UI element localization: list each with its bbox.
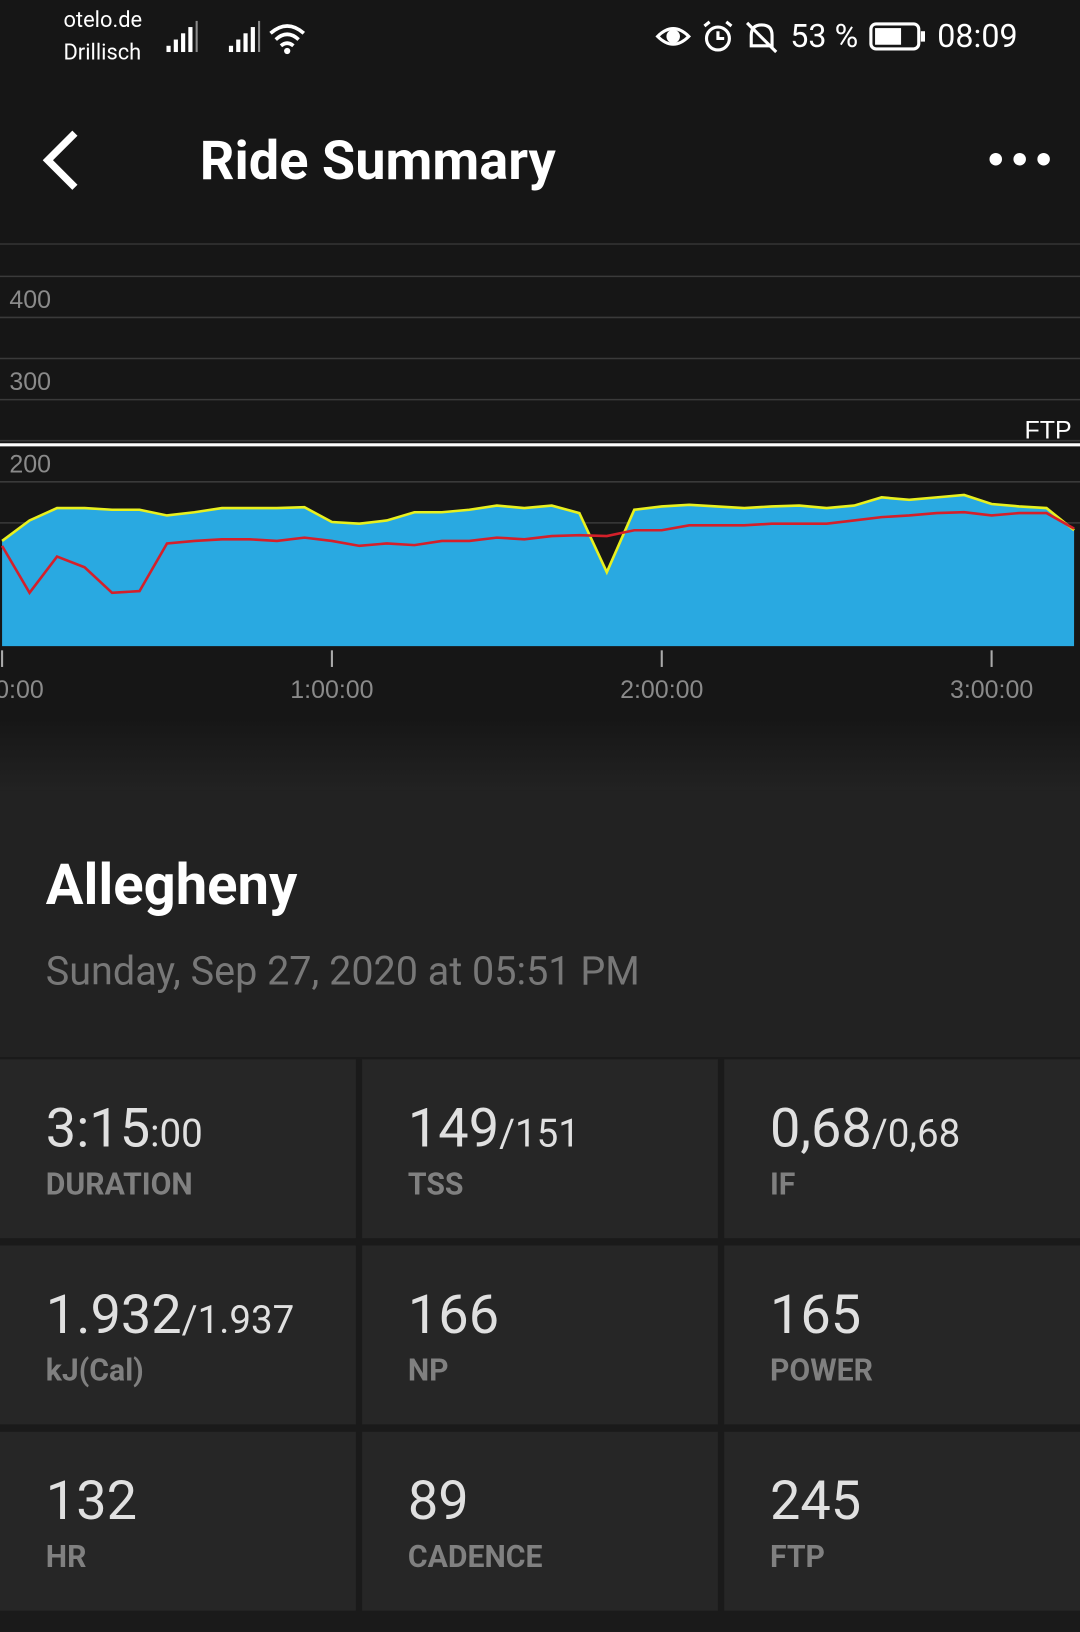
y-tick-label: 300 bbox=[9, 368, 51, 396]
stat-secondary: /151 bbox=[499, 1112, 580, 1158]
stat-value: 149/151 bbox=[408, 1097, 580, 1160]
stat-label: TSS bbox=[407, 1167, 464, 1203]
stat-value: 89 bbox=[408, 1469, 469, 1532]
carrier: otelo.de bbox=[63, 8, 143, 34]
clock: 08:09 bbox=[937, 16, 1018, 56]
power-chart: 200 300 400 FTP 0:00:00 1:00:00 2:00:00 3:00:00 bbox=[0, 243, 1080, 733]
signal-icons bbox=[166, 20, 306, 55]
stat-value: 166 bbox=[408, 1283, 499, 1346]
stat-label: kJ(Cal) bbox=[45, 1353, 144, 1390]
data-line bbox=[0, 510, 1075, 596]
back-button[interactable] bbox=[37, 127, 89, 194]
stat-cell: 0,68/0,68 IF bbox=[724, 1059, 1080, 1239]
stat-main: 1.932 bbox=[45, 1282, 182, 1347]
stat-cell: 132 HR bbox=[0, 1431, 356, 1611]
data-line bbox=[1, 493, 1075, 576]
stat-main: 166 bbox=[407, 1282, 500, 1347]
stat-cell: 89 CADENCE bbox=[362, 1431, 718, 1611]
status-icons bbox=[655, 20, 777, 53]
stat-label: NP bbox=[407, 1353, 449, 1390]
stat-value: 132 bbox=[46, 1469, 137, 1532]
battery-percent: 53 % bbox=[790, 16, 859, 56]
app-bar: Ride Summary bbox=[0, 83, 1080, 244]
status-bar: otelo.de Drillisch 53 % 08 bbox=[0, 0, 1080, 84]
stat-secondary: /0,68 bbox=[871, 1112, 961, 1158]
x-tick-label: 1:00:00 bbox=[290, 676, 373, 704]
stat-label: CADENCE bbox=[407, 1539, 543, 1576]
stat-main: 149 bbox=[407, 1096, 500, 1161]
stat-secondary: /1.937 bbox=[181, 1298, 295, 1344]
battery-icon bbox=[869, 21, 925, 50]
stat-main: 3:15 bbox=[45, 1096, 151, 1161]
stat-cell: 166 NP bbox=[362, 1245, 718, 1425]
stat-label: POWER bbox=[769, 1353, 873, 1390]
stat-value: 245 bbox=[770, 1469, 861, 1532]
stat-value: 3:15:00 bbox=[46, 1097, 203, 1160]
stat-label: IF bbox=[769, 1167, 796, 1203]
ftp-label: FTP bbox=[1025, 417, 1072, 445]
stat-label: HR bbox=[45, 1539, 87, 1576]
stat-value: 0,68/0,68 bbox=[770, 1097, 960, 1160]
y-tick-label: 200 bbox=[9, 450, 51, 478]
stat-label: FTP bbox=[769, 1539, 825, 1576]
stat-main: 245 bbox=[769, 1469, 862, 1533]
stat-value: 1.932/1.937 bbox=[46, 1283, 294, 1346]
stats-grid: 3:15:00 DURATION 149/151 TSS 0,68/0,68 IF 1.93… bbox=[0, 1057, 1080, 1632]
stat-cell: 245 FTP bbox=[724, 1431, 1080, 1611]
x-tick-label: 0:00:00 bbox=[0, 676, 44, 704]
x-tick-label: 3:00:00 bbox=[950, 676, 1033, 704]
stat-main: 89 bbox=[407, 1469, 469, 1533]
more-button[interactable] bbox=[983, 146, 1056, 177]
stat-cell: 165 POWER bbox=[724, 1245, 1080, 1425]
ride-name: Allegheny bbox=[45, 853, 298, 919]
stat-label: DURATION bbox=[45, 1167, 193, 1203]
ride-info: Allegheny Sunday, Sep 27, 2020 at 05:51 … bbox=[0, 790, 1080, 1058]
x-tick-label: 2:00:00 bbox=[620, 676, 703, 704]
stat-cell: 3:15:00 DURATION bbox=[0, 1059, 356, 1239]
stat-value: 165 bbox=[770, 1283, 861, 1346]
stat-main: 132 bbox=[45, 1469, 138, 1533]
y-tick-label: 400 bbox=[9, 286, 51, 314]
power-area bbox=[2, 494, 1075, 647]
carrier: Drillisch bbox=[63, 40, 142, 66]
stat-main: 0,68 bbox=[769, 1096, 872, 1161]
divider bbox=[0, 717, 1080, 791]
stat-secondary: :00 bbox=[150, 1112, 203, 1158]
ride-date: Sunday, Sep 27, 2020 at 05:51 PM bbox=[45, 948, 640, 995]
stat-cell: 149/151 TSS bbox=[362, 1059, 718, 1239]
stat-cell: 1.932/1.937 kJ(Cal) bbox=[0, 1245, 356, 1425]
screen-title: Ride Summary bbox=[199, 129, 556, 193]
status-right: 53 % 08:09 bbox=[655, 17, 1018, 55]
stat-main: 165 bbox=[769, 1282, 862, 1347]
